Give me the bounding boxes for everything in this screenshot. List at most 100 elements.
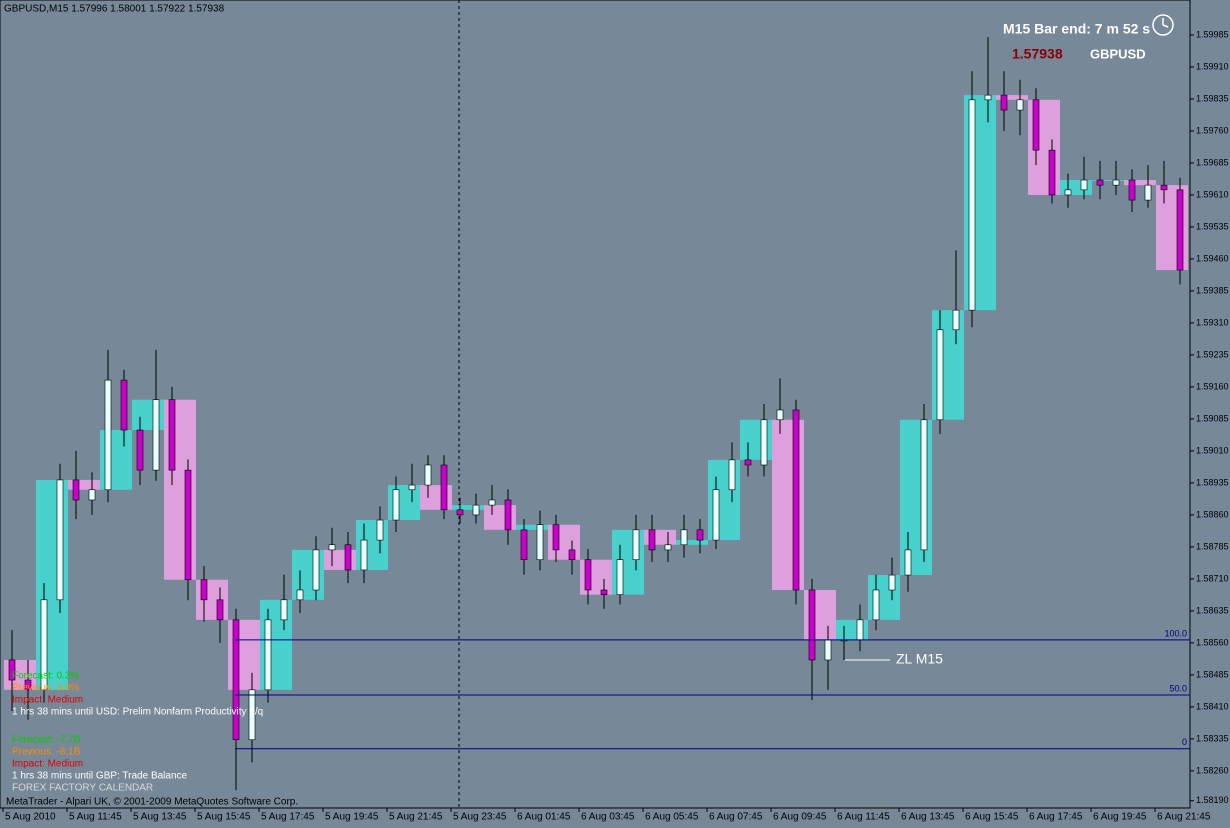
x-tick-label: 5 Aug 11:45 (69, 812, 122, 823)
candle-body (56, 479, 64, 601)
news-line: 1 hrs 38 mins until GBP: Trade Balance (12, 771, 188, 782)
y-tick-label: 1.59385 (1196, 285, 1229, 295)
x-tick-label: 5 Aug 19:45 (325, 812, 379, 823)
candle-body (744, 459, 752, 466)
news-line: Previous: -8.1B (12, 747, 81, 758)
x-tick-label: 6 Aug 03:45 (581, 812, 635, 823)
y-tick-label: 1.59835 (1196, 93, 1229, 103)
candle-body (600, 589, 608, 595)
candle-body (344, 544, 352, 571)
candle-body (616, 559, 624, 595)
news-line: Impact: Medium (12, 759, 83, 770)
news-line: Impact: Medium (12, 695, 83, 706)
candle-body (808, 589, 816, 661)
candle-body (1128, 179, 1136, 201)
fib-label: 0 (1182, 737, 1187, 747)
candle-body (872, 589, 880, 621)
x-tick-label: 6 Aug 17:45 (1029, 812, 1083, 823)
candle-body (8, 659, 16, 681)
candle-body (184, 469, 192, 581)
candle-body (776, 409, 784, 421)
y-tick-label: 1.59535 (1196, 221, 1229, 231)
candle-body (120, 379, 128, 431)
footer: MetaTrader - Alpari UK, © 2001-2009 Meta… (6, 797, 298, 808)
candle-body (232, 619, 240, 741)
fib-label: 100.0 (1164, 628, 1187, 638)
x-tick-label: 5 Aug 15:45 (197, 812, 251, 823)
candle-body (168, 399, 176, 471)
candle-body (632, 529, 640, 561)
candle-body (952, 309, 960, 331)
candle-body (984, 94, 992, 101)
y-tick-label: 1.59310 (1196, 317, 1229, 327)
candle-body (504, 499, 512, 531)
candle-body (72, 479, 80, 501)
y-tick-label: 1.58410 (1196, 701, 1229, 711)
candle-body (40, 599, 48, 691)
candle-body (968, 99, 976, 311)
news-line: Previous: 3.0% (12, 683, 79, 694)
news-line: Forecast: 0.3% (12, 671, 79, 682)
y-tick-label: 1.58785 (1196, 541, 1229, 551)
candle-body (1064, 189, 1072, 196)
symbol: GBPUSD (1090, 46, 1146, 61)
y-tick-label: 1.59010 (1196, 445, 1229, 455)
htf-body (1092, 180, 1124, 182)
candle-body (696, 529, 704, 541)
candle-body (536, 524, 544, 561)
candle-body (936, 329, 944, 421)
clock-icon (1152, 14, 1174, 36)
candle-body (584, 559, 592, 591)
candle-body (552, 524, 560, 551)
y-tick-label: 1.59610 (1196, 189, 1229, 199)
candle-body (520, 529, 528, 561)
candle-body (792, 409, 800, 591)
candle-body (24, 679, 32, 691)
candle-body (664, 544, 672, 551)
candle-body (392, 489, 400, 521)
marks (4, 37, 1188, 791)
y-tick-label: 1.58190 (1196, 795, 1229, 805)
candle-body (472, 504, 480, 516)
y-tick-label: 1.58710 (1196, 573, 1229, 583)
htf-body (516, 524, 548, 530)
y-tick-label: 1.59985 (1196, 29, 1229, 39)
candle-body (712, 489, 720, 541)
candle-body (440, 464, 448, 511)
candle-body (136, 429, 144, 471)
candle-body (456, 509, 464, 516)
bar-timer: M15 Bar end: 7 m 52 s (1003, 21, 1150, 37)
x-tick-label: 6 Aug 07:45 (709, 812, 763, 823)
x-tick-label: 6 Aug 09:45 (773, 812, 827, 823)
zl-label: ZL M15 (896, 651, 943, 667)
x-tick-label: 5 Aug 17:45 (261, 812, 315, 823)
y-tick-label: 1.58860 (1196, 509, 1229, 519)
candle-body (760, 419, 768, 466)
candle-body (1000, 94, 1008, 111)
y-tick-label: 1.59760 (1196, 125, 1229, 135)
htf-body (996, 95, 1028, 100)
x-tick-label: 6 Aug 15:45 (965, 812, 1019, 823)
candle-body (200, 579, 208, 601)
y-tick-label: 1.59910 (1196, 61, 1229, 71)
x-tick-label: 6 Aug 13:45 (901, 812, 955, 823)
candle-body (888, 574, 896, 591)
candle-body (248, 689, 256, 741)
last-price: 1.57938 (1012, 46, 1063, 62)
candle-body (408, 484, 416, 491)
candle-body (824, 639, 832, 661)
y-tick-label: 1.58260 (1196, 765, 1229, 775)
candle-body (488, 499, 496, 506)
candle-body (1112, 179, 1120, 186)
chart-title: GBPUSD,M15 1.57996 1.58001 1.57922 1.579… (4, 4, 225, 15)
y-tick-label: 1.58560 (1196, 637, 1229, 647)
candle-body (376, 519, 384, 541)
candle-body (920, 419, 928, 551)
y-tick-label: 1.59685 (1196, 157, 1229, 167)
y-tick-label: 1.58635 (1196, 605, 1229, 615)
candle-body (1048, 149, 1056, 196)
candle-body (680, 529, 688, 546)
x-tick-label: 5 Aug 23:45 (453, 812, 507, 823)
